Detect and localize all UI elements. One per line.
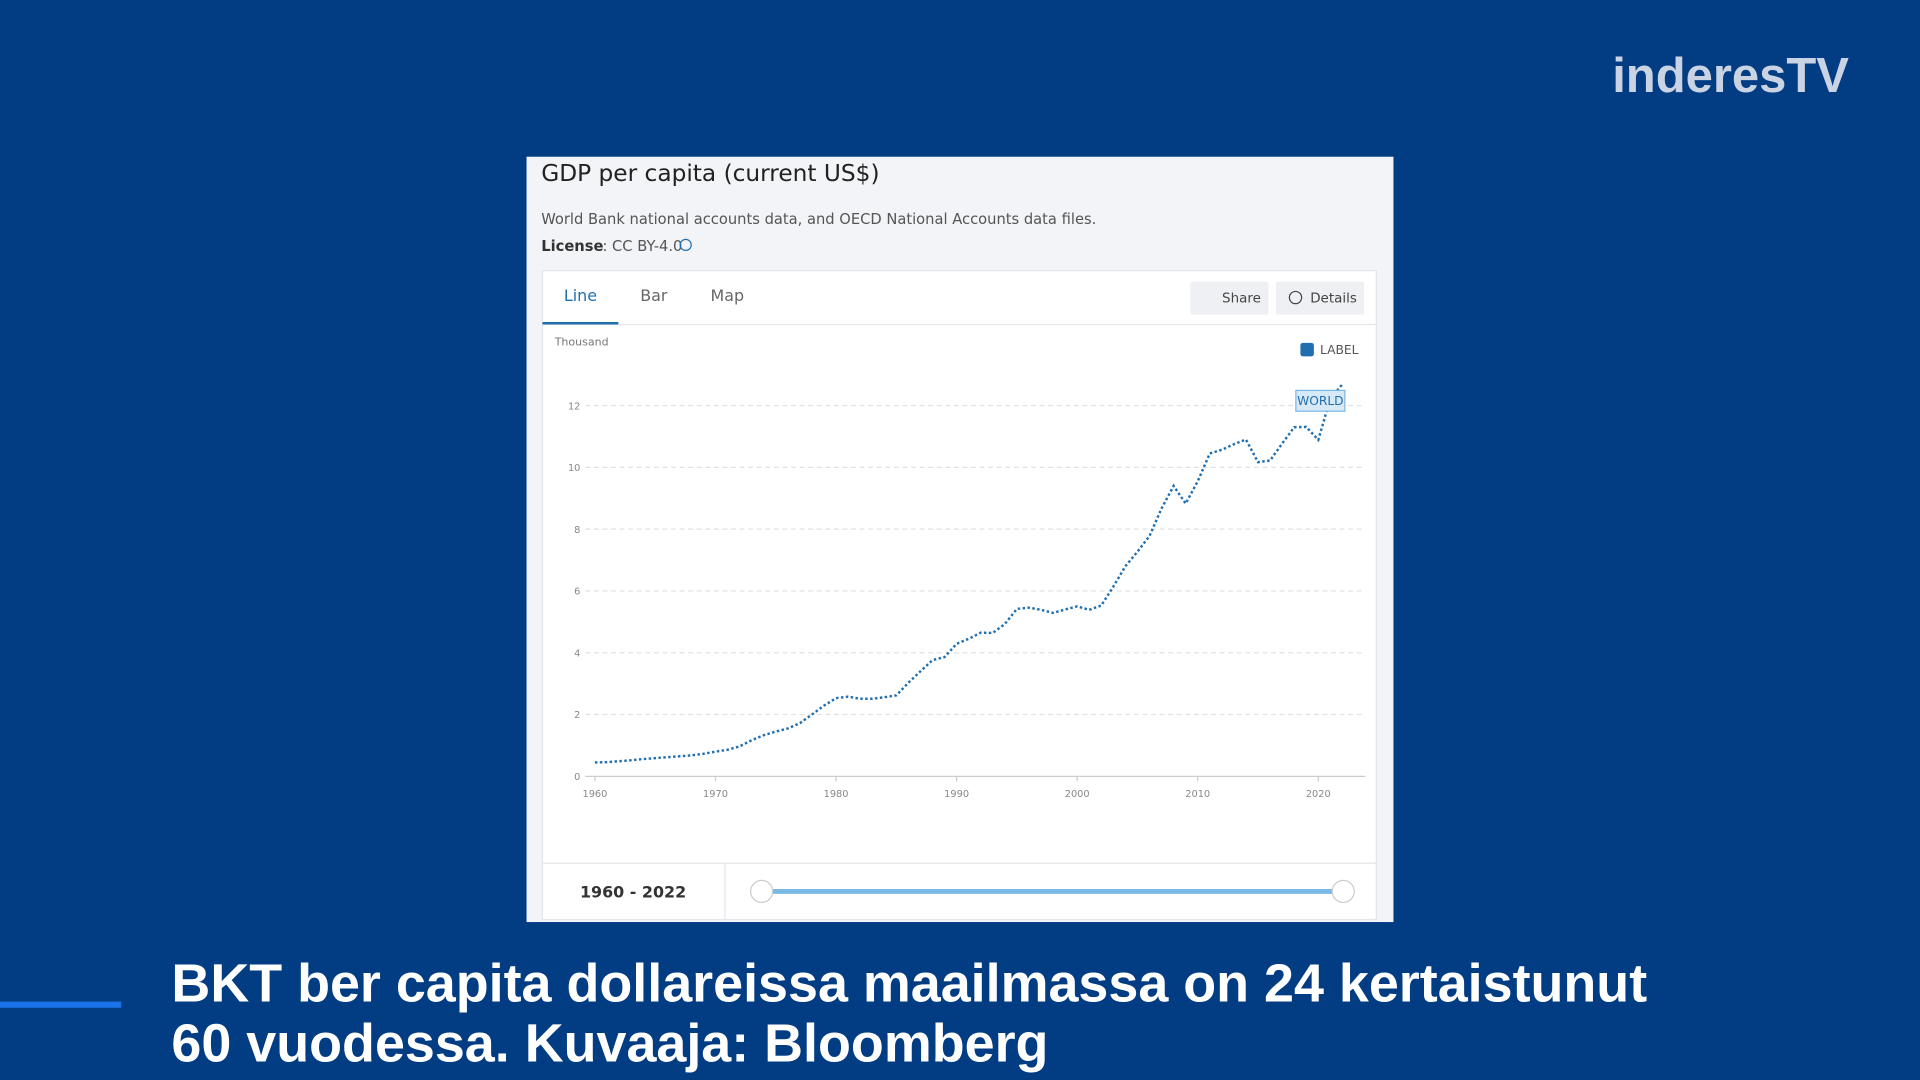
range-label: 1960 - 2022 bbox=[580, 883, 686, 902]
tab[interactable]: Bar bbox=[640, 286, 668, 305]
license-value: : CC BY-4.0 bbox=[602, 238, 682, 255]
source-text: World Bank national accounts data, and O… bbox=[541, 211, 1096, 228]
x-tick-label: 2010 bbox=[1185, 789, 1210, 800]
y-tick-label: 2 bbox=[574, 710, 580, 721]
y-tick-label: 0 bbox=[574, 772, 580, 783]
caption: 60 vuodessa. Kuvaaja: Bloomberg bbox=[171, 1014, 1048, 1074]
details-button[interactable] bbox=[1275, 281, 1365, 315]
y-tick-label: 12 bbox=[568, 401, 580, 412]
chart-card bbox=[541, 270, 1377, 921]
label-toggle: LABEL bbox=[1320, 343, 1359, 357]
tab[interactable]: Line bbox=[564, 286, 597, 305]
panel-title: GDP per capita (current US$) bbox=[541, 160, 879, 187]
slider-handle[interactable] bbox=[750, 879, 774, 904]
series-label: WORLD bbox=[1297, 394, 1343, 408]
details-icon bbox=[1288, 290, 1303, 305]
tab[interactable]: Map bbox=[711, 286, 745, 305]
license-key: License bbox=[541, 238, 603, 255]
series-label-box bbox=[1295, 389, 1346, 412]
info-icon[interactable] bbox=[679, 238, 692, 252]
details-label: Details bbox=[1310, 291, 1357, 306]
x-tick-label: 2000 bbox=[1065, 789, 1090, 800]
x-tick-label: 1970 bbox=[703, 789, 728, 800]
brand-logo: inderesTV bbox=[1612, 49, 1849, 103]
y-tick-label: 6 bbox=[574, 587, 580, 598]
y-tick-label: 10 bbox=[568, 463, 580, 474]
accent-bar bbox=[0, 1001, 122, 1008]
x-tick-label: 1960 bbox=[582, 789, 607, 800]
slider-handle[interactable] bbox=[1331, 879, 1355, 904]
y-unit: Thousand bbox=[554, 335, 609, 348]
label-checkbox[interactable] bbox=[1300, 342, 1314, 357]
x-tick-label: 2020 bbox=[1306, 789, 1331, 800]
x-tick-label: 1980 bbox=[824, 789, 849, 800]
x-tick-label: 1990 bbox=[944, 789, 969, 800]
y-tick-label: 4 bbox=[574, 648, 580, 659]
caption: BKT ber capita dollareissa maailmassa on… bbox=[171, 954, 1647, 1014]
y-tick-label: 8 bbox=[574, 525, 580, 536]
share-button[interactable] bbox=[1190, 281, 1269, 315]
share-label: Share bbox=[1222, 291, 1261, 306]
